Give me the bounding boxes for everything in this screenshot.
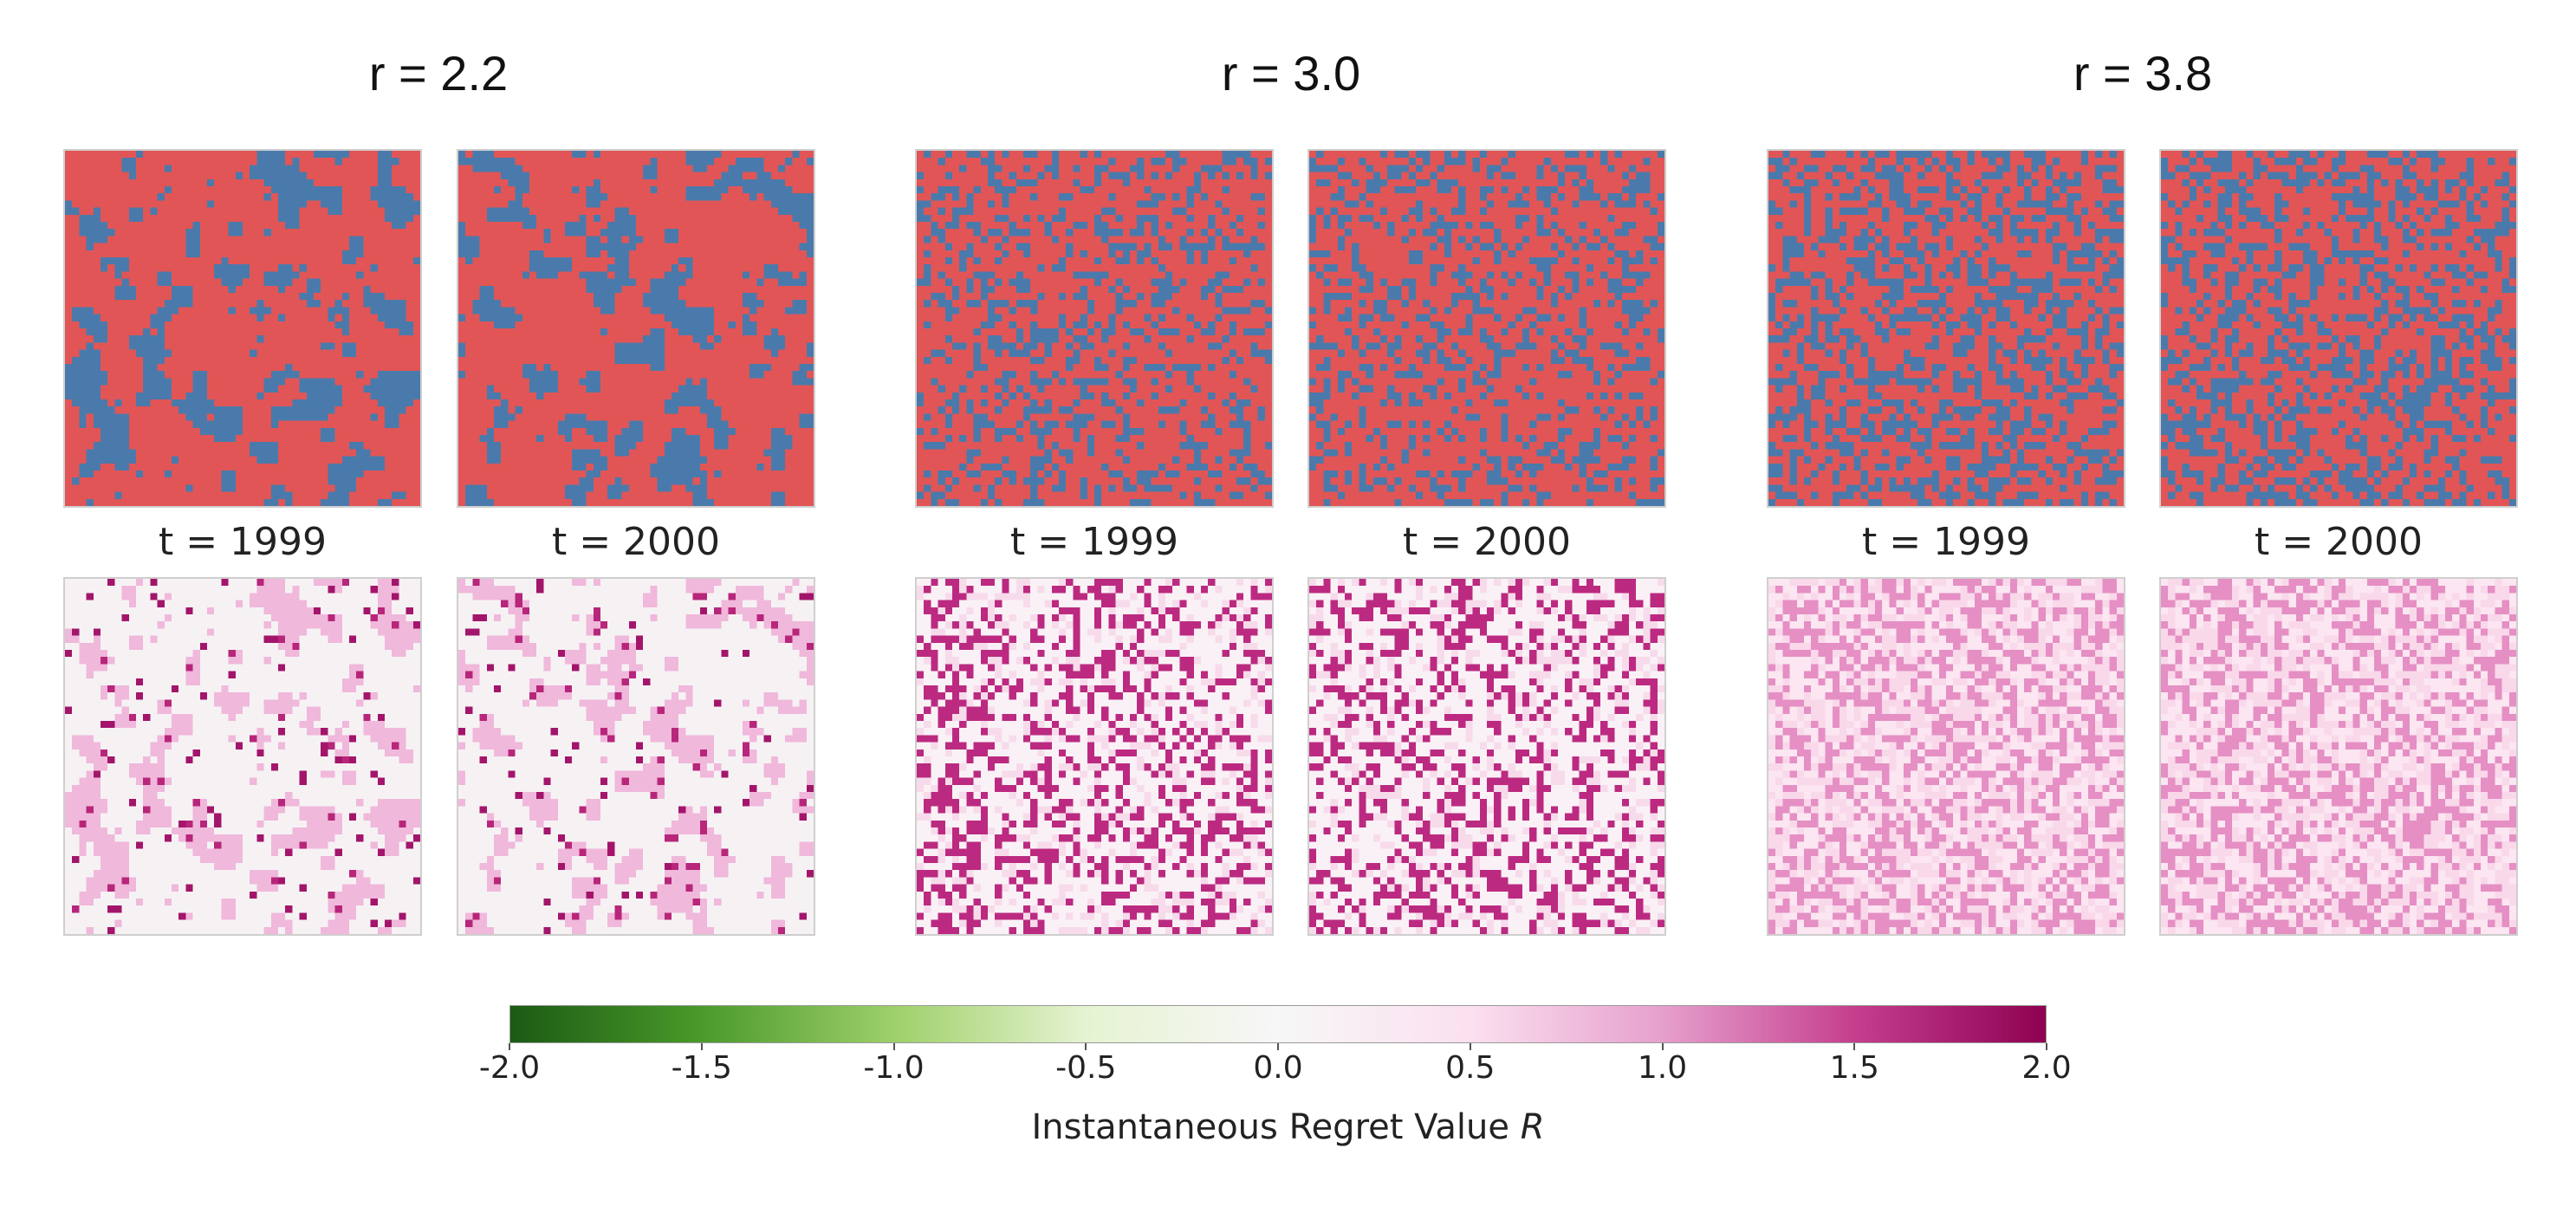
strategy-heatmap-cells (917, 151, 1272, 506)
strategy-heatmap-panel (915, 149, 1274, 508)
strategy-heatmap-cells (458, 151, 814, 506)
strategy-heatmap-panel (2159, 149, 2518, 508)
group-title-r38: r = 3.8 (2073, 46, 2213, 101)
strategy-heatmap-panel (457, 149, 815, 508)
regret-heatmap-cells (1768, 579, 2124, 934)
colorbar-tick-label: 0.5 (1445, 1050, 1496, 1086)
regret-heatmap-cells (65, 579, 420, 934)
strategy-heatmap-cells (65, 151, 420, 506)
colorbar-tick-label: 1.5 (1829, 1050, 1879, 1086)
colorbar-tick-mark (2046, 1043, 2047, 1050)
time-label: t = 1999 (1861, 520, 2031, 564)
regret-heatmap-cells (917, 579, 1272, 934)
colorbar-tick-label: -1.0 (863, 1050, 925, 1086)
regret-heatmap-panel (2159, 577, 2518, 936)
regret-heatmap-cells (2161, 579, 2516, 934)
time-label: t = 2000 (1402, 520, 1572, 564)
regret-heatmap-panel (1767, 577, 2125, 936)
colorbar-label-var: R (1520, 1107, 1545, 1147)
regret-heatmap-panel (457, 577, 815, 936)
colorbar-tick-label: -1.5 (671, 1050, 732, 1086)
colorbar-tick-mark (1661, 1043, 1664, 1050)
group-title-r30: r = 3.0 (1221, 46, 1361, 101)
colorbar-tick-label: 0.0 (1253, 1050, 1303, 1086)
colorbar-tick-mark (892, 1043, 895, 1050)
colorbar-tick-mark (700, 1043, 703, 1050)
colorbar-tick-mark (1853, 1043, 1856, 1050)
colorbar-tick-mark (1085, 1043, 1087, 1050)
time-label: t = 1999 (158, 520, 328, 564)
colorbar-tick-label: -0.5 (1055, 1050, 1117, 1086)
time-label: t = 2000 (551, 520, 721, 564)
colorbar-tick-label: -2.0 (478, 1050, 541, 1086)
regret-heatmap-cells (1309, 579, 1664, 934)
strategy-heatmap-panel (1307, 149, 1666, 508)
regret-heatmap-panel (915, 577, 1274, 936)
strategy-heatmap-panel (1767, 149, 2125, 508)
regret-heatmap-cells (458, 579, 814, 934)
colorbar-label: Instantaneous Regret Value R (0, 1107, 2576, 1147)
colorbar-tick-mark (1277, 1043, 1279, 1050)
colorbar-tick-label: 2.0 (2021, 1050, 2072, 1086)
regret-heatmap-panel (63, 577, 422, 936)
colorbar-tick-label: 1.0 (1637, 1050, 1688, 1086)
strategy-heatmap-cells (1768, 151, 2124, 506)
strategy-heatmap-cells (1309, 151, 1664, 506)
time-label: t = 1999 (1009, 520, 1179, 564)
colorbar-tick-mark (1469, 1043, 1471, 1050)
strategy-heatmap-panel (63, 149, 422, 508)
strategy-heatmap-cells (2161, 151, 2516, 506)
colorbar-tick-mark (509, 1043, 510, 1050)
colorbar-label-text: Instantaneous Regret Value (1031, 1107, 1521, 1147)
time-label: t = 2000 (2254, 520, 2424, 564)
colorbar (509, 1005, 2047, 1043)
regret-heatmap-panel (1307, 577, 1666, 936)
group-title-r22: r = 2.2 (368, 46, 509, 101)
